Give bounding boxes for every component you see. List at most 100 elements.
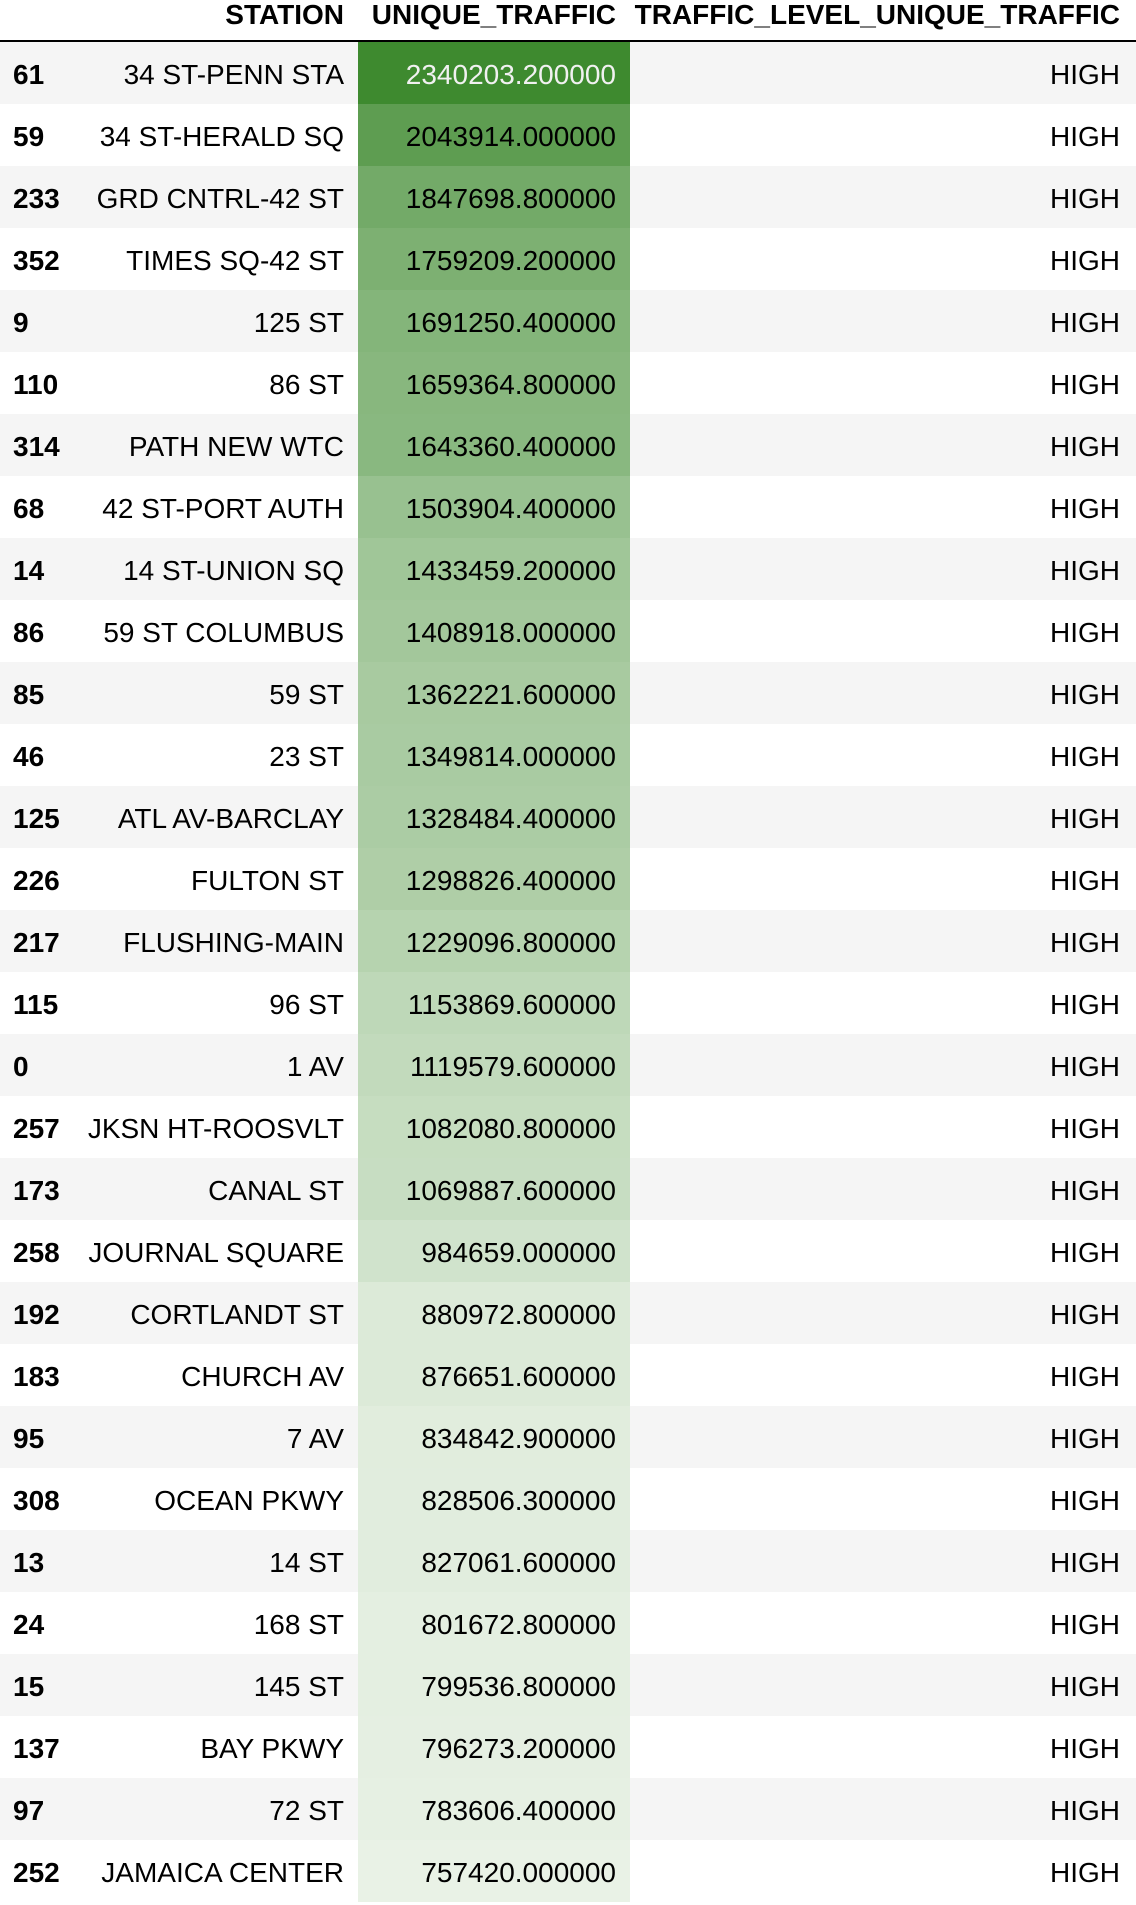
- station-cell: 168 ST: [253, 1609, 344, 1640]
- row-index-cell: 68: [13, 493, 45, 524]
- traffic-level-cell: HIGH: [1050, 1175, 1120, 1206]
- station-cell: FULTON ST: [191, 865, 344, 896]
- traffic-level-cell: HIGH: [1050, 1051, 1120, 1082]
- station-cell: 34 ST-PENN STA: [123, 59, 344, 90]
- row-index-cell: 217: [13, 927, 60, 958]
- traffic-level-cell: HIGH: [1050, 1485, 1120, 1516]
- unique-traffic-cell: 1229096.800000: [358, 910, 630, 972]
- traffic-level-cell: HIGH: [1050, 1237, 1120, 1268]
- traffic-level-cell: HIGH: [1050, 431, 1120, 462]
- station-cell: CANAL ST: [208, 1175, 344, 1206]
- traffic-level-cell: HIGH: [1050, 679, 1120, 710]
- table-row: 257 JKSN HT-ROOSVLT 1082080.800000 HIGH: [0, 1096, 1136, 1158]
- table-body: 61 34 ST-PENN STA 2340203.200000 HIGH 59 34 S…: [0, 42, 1136, 1902]
- table-header-row: STATION UNIQUE_TRAFFIC TRAFFIC_LEVEL_UNI…: [0, 0, 1136, 42]
- traffic-level-cell: HIGH: [1050, 555, 1120, 586]
- traffic-level-cell: HIGH: [1050, 865, 1120, 896]
- unique-traffic-cell: 828506.300000: [358, 1468, 630, 1530]
- traffic-level-cell: HIGH: [1050, 1113, 1120, 1144]
- table-row: 14 14 ST-UNION SQ 1433459.200000 HIGH: [0, 538, 1136, 600]
- row-index-cell: 0: [13, 1051, 29, 1082]
- table-row: 0 1 AV 1119579.600000 HIGH: [0, 1034, 1136, 1096]
- unique-traffic-cell: 1847698.800000: [358, 166, 630, 228]
- unique-traffic-cell: 880972.800000: [358, 1282, 630, 1344]
- row-index-cell: 24: [13, 1609, 45, 1640]
- table-row: 85 59 ST 1362221.600000 HIGH: [0, 662, 1136, 724]
- table-row: 258 JOURNAL SQUARE 984659.000000 HIGH: [0, 1220, 1136, 1282]
- traffic-level-cell: HIGH: [1050, 1857, 1120, 1888]
- station-cell: 145 ST: [253, 1671, 344, 1702]
- unique-traffic-cell: 1759209.200000: [358, 228, 630, 290]
- unique-traffic-cell: 984659.000000: [358, 1220, 630, 1282]
- unique-traffic-cell: 2340203.200000: [358, 42, 630, 104]
- row-index-cell: 15: [13, 1671, 45, 1702]
- traffic-level-cell: HIGH: [1050, 741, 1120, 772]
- traffic-level-cell: HIGH: [1050, 245, 1120, 276]
- station-cell: JKSN HT-ROOSVLT: [87, 1113, 344, 1144]
- table-row: 24 168 ST 801672.800000 HIGH: [0, 1592, 1136, 1654]
- table-row: 115 96 ST 1153869.600000 HIGH: [0, 972, 1136, 1034]
- unique-traffic-column-header: UNIQUE_TRAFFIC: [371, 0, 616, 30]
- table-row: 46 23 ST 1349814.000000 HIGH: [0, 724, 1136, 786]
- row-index-cell: 173: [13, 1175, 60, 1206]
- traffic-level-cell: HIGH: [1050, 1299, 1120, 1330]
- table-row: 352 TIMES SQ-42 ST 1759209.200000 HIGH: [0, 228, 1136, 290]
- station-cell: 86 ST: [269, 369, 344, 400]
- row-index-cell: 110: [13, 369, 59, 400]
- station-cell: 14 ST-UNION SQ: [123, 555, 344, 586]
- unique-traffic-cell: 1349814.000000: [358, 724, 630, 786]
- station-cell: ATL AV-BARCLAY: [117, 803, 344, 834]
- row-index-cell: 314: [13, 431, 60, 462]
- traffic-level-cell: HIGH: [1050, 493, 1120, 524]
- row-index-cell: 226: [13, 865, 60, 896]
- station-cell: BAY PKWY: [200, 1733, 344, 1764]
- traffic-level-cell: HIGH: [1050, 1733, 1120, 1764]
- unique-traffic-cell: 1362221.600000: [358, 662, 630, 724]
- row-index-cell: 257: [13, 1113, 60, 1144]
- table-row: 173 CANAL ST 1069887.600000 HIGH: [0, 1158, 1136, 1220]
- unique-traffic-cell: 783606.400000: [358, 1778, 630, 1840]
- unique-traffic-cell: 1503904.400000: [358, 476, 630, 538]
- row-index-cell: 61: [13, 59, 45, 90]
- traffic-level-cell: HIGH: [1050, 369, 1120, 400]
- row-index-cell: 192: [13, 1299, 60, 1330]
- traffic-level-cell: HIGH: [1050, 803, 1120, 834]
- traffic-level-cell: HIGH: [1050, 1795, 1120, 1826]
- row-index-cell: 46: [13, 741, 45, 772]
- row-index-cell: 95: [13, 1423, 45, 1454]
- station-cell: 72 ST: [269, 1795, 344, 1826]
- station-cell: 96 ST: [269, 989, 344, 1020]
- station-cell: 42 ST-PORT AUTH: [102, 493, 344, 524]
- station-cell: GRD CNTRL-42 ST: [96, 183, 344, 214]
- station-cell: OCEAN PKWY: [154, 1485, 344, 1516]
- traffic-level-cell: HIGH: [1050, 59, 1120, 90]
- table-row: 314 PATH NEW WTC 1643360.400000 HIGH: [0, 414, 1136, 476]
- traffic-level-cell: HIGH: [1050, 183, 1120, 214]
- unique-traffic-cell: 1328484.400000: [358, 786, 630, 848]
- station-cell: 7 AV: [286, 1423, 344, 1454]
- table-row: 192 CORTLANDT ST 880972.800000 HIGH: [0, 1282, 1136, 1344]
- unique-traffic-cell: 2043914.000000: [358, 104, 630, 166]
- unique-traffic-cell: 796273.200000: [358, 1716, 630, 1778]
- unique-traffic-cell: 1659364.800000: [358, 352, 630, 414]
- table-row: 61 34 ST-PENN STA 2340203.200000 HIGH: [0, 42, 1136, 104]
- table-row: 226 FULTON ST 1298826.400000 HIGH: [0, 848, 1136, 910]
- station-cell: CHURCH AV: [181, 1361, 344, 1392]
- station-cell: FLUSHING-MAIN: [123, 927, 344, 958]
- traffic-level-cell: HIGH: [1050, 989, 1120, 1020]
- row-index-cell: 14: [13, 555, 45, 586]
- row-index-cell: 125: [13, 803, 60, 834]
- station-cell: JOURNAL SQUARE: [88, 1237, 344, 1268]
- row-index-cell: 258: [13, 1237, 60, 1268]
- table-row: 68 42 ST-PORT AUTH 1503904.400000 HIGH: [0, 476, 1136, 538]
- unique-traffic-cell: 876651.600000: [358, 1344, 630, 1406]
- unique-traffic-cell: 1643360.400000: [358, 414, 630, 476]
- unique-traffic-cell: 1153869.600000: [358, 972, 630, 1034]
- station-cell: 59 ST: [269, 679, 344, 710]
- unique-traffic-cell: 757420.000000: [358, 1840, 630, 1902]
- row-index-cell: 115: [13, 989, 59, 1020]
- table-row: 137 BAY PKWY 796273.200000 HIGH: [0, 1716, 1136, 1778]
- row-index-cell: 252: [13, 1857, 60, 1888]
- traffic-level-column-header: TRAFFIC_LEVEL_UNIQUE_TRAFFIC: [634, 0, 1120, 30]
- traffic-level-cell: HIGH: [1050, 927, 1120, 958]
